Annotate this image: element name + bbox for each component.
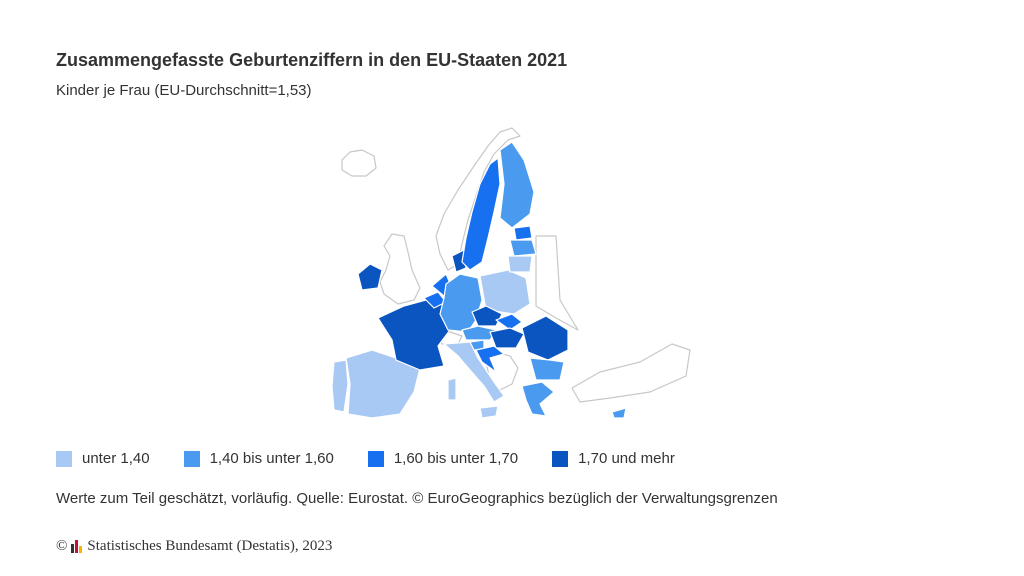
country-lithuania: [507, 255, 533, 273]
legend-swatch: [56, 450, 72, 467]
legend-label: 1,70 und mehr: [578, 450, 675, 467]
legend-item-140-bis-160: 1,40 bis unter 1,60: [183, 450, 334, 467]
legend-item-160-bis-170: 1,60 bis unter 1,70: [367, 450, 519, 467]
country-latvia: [509, 239, 537, 257]
country-greece: [521, 381, 555, 417]
chart-subtitle: Kinder je Frau (EU-Durchschnitt=1,53): [56, 82, 312, 99]
legend-item-unter-140: unter 1,40: [56, 450, 150, 467]
country-croatia: [475, 345, 505, 373]
country-romania: [521, 315, 569, 361]
country-finland: [499, 141, 535, 229]
legend-label: 1,60 bis unter 1,70: [393, 450, 519, 467]
iceland-shape: [341, 149, 377, 177]
country-bulgaria: [529, 357, 565, 381]
map-legend: unter 1,40 1,40 bis unter 1,60 1,60 bis …: [56, 450, 709, 467]
legend-label: unter 1,40: [82, 450, 150, 467]
country-sweden: [461, 157, 501, 271]
legend-swatch: [367, 450, 384, 467]
country-estonia: [513, 225, 533, 241]
country-slovakia: [495, 313, 523, 331]
source-note: Werte zum Teil geschätzt, vorläufig. Que…: [56, 490, 778, 507]
great-britain-shape: [379, 233, 421, 305]
legend-swatch: [552, 450, 569, 467]
country-ireland: [357, 263, 383, 291]
copyright-line: © Statistisches Bundesamt (Destatis), 20…: [56, 538, 332, 555]
country-france: [377, 299, 451, 371]
chart-title: Zusammengefasste Geburtenziffern in den …: [56, 50, 568, 70]
destatis-logo-icon: [71, 540, 83, 553]
copyright-symbol: ©: [56, 538, 68, 554]
norway-shape: [435, 127, 521, 271]
country-sardinia: [447, 377, 457, 401]
country-sicily: [479, 405, 499, 419]
turkey-shape: [571, 343, 691, 403]
country-spain: [345, 349, 421, 419]
country-portugal: [331, 359, 349, 413]
legend-label: 1,40 bis unter 1,60: [209, 450, 334, 467]
copyright-text: Statistisches Bundesamt (Destatis), 2023: [87, 538, 333, 554]
eastern-europe-shape: [535, 235, 579, 331]
legend-swatch: [183, 450, 200, 467]
legend-item-170-und-mehr: 1,70 und mehr: [552, 450, 675, 467]
country-italy: [443, 341, 505, 403]
country-cyprus: [611, 407, 627, 419]
country-germany: [439, 273, 483, 333]
europe-map: [331, 127, 691, 419]
country-hungary: [489, 327, 525, 349]
